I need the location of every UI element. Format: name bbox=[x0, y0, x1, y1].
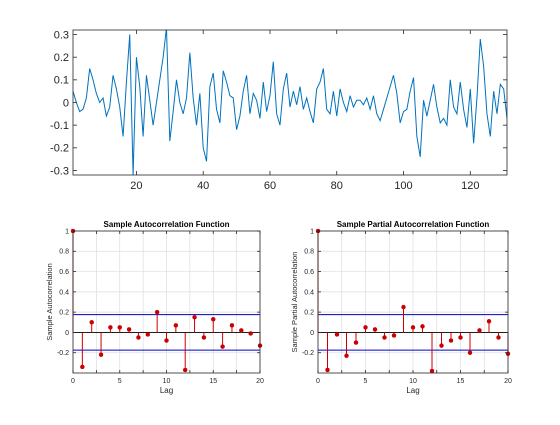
y-tick-label: 0 bbox=[63, 97, 69, 109]
x-tick-label: 20 bbox=[504, 378, 512, 385]
y-axis-label: Sample Partial Autocorrelation bbox=[290, 252, 299, 353]
y-tick-label: 0.6 bbox=[304, 269, 314, 276]
y-tick-label: 0.2 bbox=[304, 310, 314, 317]
stem-marker bbox=[372, 327, 378, 332]
x-tick-label: 100 bbox=[394, 180, 412, 192]
y-tick-label: -0.2 bbox=[50, 143, 69, 155]
stem-marker bbox=[429, 368, 435, 374]
x-axis-label: Lag bbox=[406, 386, 419, 395]
y-tick-label: 1 bbox=[65, 228, 69, 235]
stem-marker bbox=[229, 323, 235, 328]
stem-marker bbox=[344, 353, 349, 359]
stem-marker bbox=[458, 335, 463, 340]
stem-marker bbox=[126, 327, 132, 332]
stem-marker bbox=[391, 333, 397, 338]
chart-3: 0 5 10 15 20 -0.2 0 0.2 0.4 0.6 0.8 1 Sample Partial… bbox=[290, 220, 512, 395]
stem-marker bbox=[98, 352, 104, 357]
stem-marker bbox=[353, 340, 359, 345]
x-tick-label: 15 bbox=[209, 378, 217, 385]
stem-marker bbox=[201, 335, 207, 340]
y-tick-label: 0.4 bbox=[59, 289, 69, 296]
stem-marker bbox=[496, 335, 501, 340]
x-tick-label: 15 bbox=[457, 378, 465, 385]
stem-marker bbox=[448, 338, 454, 343]
stem-marker bbox=[382, 335, 387, 340]
stem-marker bbox=[220, 344, 225, 349]
stem-marker bbox=[239, 328, 244, 333]
y-tick-label: 0.2 bbox=[54, 52, 69, 64]
stem-marker bbox=[154, 309, 160, 315]
chart-title: Sample Autocorrelation Function bbox=[104, 220, 230, 229]
stem-marker bbox=[420, 324, 425, 329]
stem-marker bbox=[192, 314, 197, 320]
x-tick-label: 80 bbox=[331, 180, 343, 192]
x-tick-label: 0 bbox=[71, 378, 75, 385]
stem-marker bbox=[363, 325, 368, 330]
y-tick-label: 0.6 bbox=[59, 269, 69, 276]
stem-marker bbox=[410, 325, 416, 330]
stem-marker bbox=[467, 350, 473, 355]
x-tick-label: 10 bbox=[163, 378, 171, 385]
stem-marker bbox=[401, 304, 406, 310]
y-axis-label: Sample Autocorrelation bbox=[45, 263, 54, 341]
stem-marker bbox=[136, 335, 141, 340]
x-tick-label: 20 bbox=[256, 378, 264, 385]
stem-marker bbox=[211, 316, 216, 322]
x-tick-label: 60 bbox=[264, 180, 276, 192]
stem-marker bbox=[89, 320, 94, 325]
stem-marker bbox=[173, 323, 179, 328]
x-tick-label: 120 bbox=[461, 180, 479, 192]
stem-marker bbox=[164, 338, 169, 343]
stem-marker bbox=[182, 367, 188, 373]
y-tick-label: 0.8 bbox=[59, 249, 69, 256]
stem-marker bbox=[108, 325, 113, 330]
stem-marker bbox=[439, 343, 444, 348]
y-tick-label: -0.1 bbox=[50, 120, 69, 132]
chart-title: Sample Partial Autocorrelation Function bbox=[337, 220, 490, 229]
y-tick-label: 0.8 bbox=[304, 249, 314, 256]
y-tick-label: 0.3 bbox=[54, 29, 69, 41]
y-tick-label: 0.2 bbox=[59, 310, 69, 317]
series-line bbox=[73, 30, 507, 175]
y-tick-label: 0.4 bbox=[304, 289, 314, 296]
y-tick-label: -0.2 bbox=[302, 350, 314, 357]
x-tick-label: 0 bbox=[316, 378, 320, 385]
stem-marker bbox=[117, 325, 122, 330]
stem-marker bbox=[334, 332, 340, 337]
y-tick-label: -0.3 bbox=[50, 165, 69, 177]
y-tick-label: 0.1 bbox=[54, 75, 69, 87]
y-tick-label: 0 bbox=[310, 330, 314, 337]
chart-2: 0 5 10 15 20 -0.2 0 0.2 0.4 0.6 0.8 1 Sample Autocor… bbox=[45, 220, 264, 395]
stem-marker bbox=[80, 364, 85, 370]
y-tick-label: 0 bbox=[65, 330, 69, 337]
stem-marker bbox=[248, 331, 253, 336]
chart-1: 20 40 60 80 100 120 -0.3 -0.2 -0.1 0 0.1 0.2 0.3 bbox=[50, 29, 508, 192]
x-tick-label: 5 bbox=[364, 378, 368, 385]
y-tick-label: -0.2 bbox=[57, 350, 69, 357]
stem-marker bbox=[486, 319, 492, 324]
stem-marker bbox=[477, 328, 482, 333]
x-tick-label: 40 bbox=[197, 180, 209, 192]
x-tick-label: 10 bbox=[409, 378, 417, 385]
x-axis-label: Lag bbox=[160, 386, 173, 395]
stem-marker bbox=[325, 367, 330, 373]
y-tick-label: 1 bbox=[310, 228, 314, 235]
stem-marker bbox=[145, 332, 151, 337]
x-tick-label: 5 bbox=[118, 378, 122, 385]
x-tick-label: 20 bbox=[130, 180, 142, 192]
